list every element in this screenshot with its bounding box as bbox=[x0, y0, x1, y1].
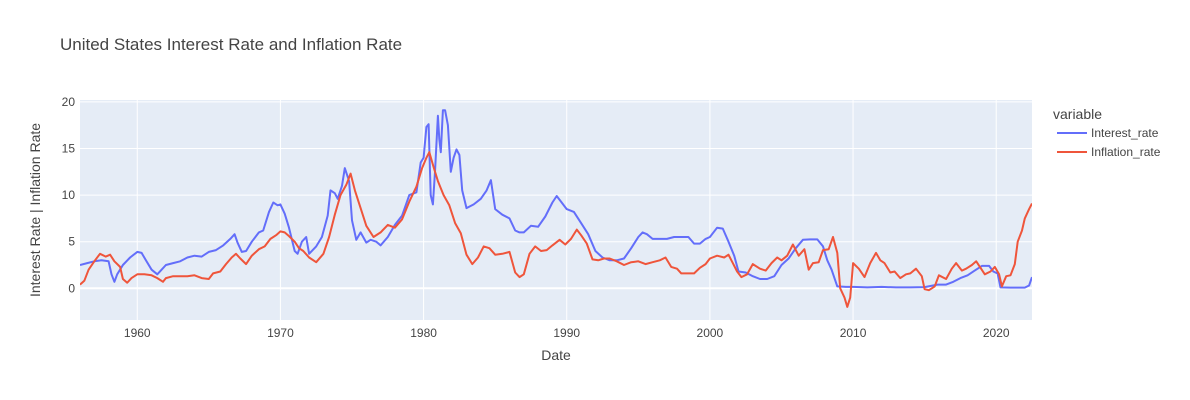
legend-item-label: Interest_rate bbox=[1091, 126, 1159, 140]
x-tick-label: 1960 bbox=[124, 326, 151, 340]
x-tick-label: 2010 bbox=[840, 326, 867, 340]
y-tick-label: 15 bbox=[62, 141, 76, 155]
legend: variable Interest_rate Inflation_rate bbox=[1053, 106, 1161, 159]
x-tick-label: 2020 bbox=[983, 326, 1010, 340]
y-tick-label: 20 bbox=[62, 95, 76, 109]
grid-lines bbox=[80, 100, 1032, 320]
series-line-inflation-rate bbox=[80, 151, 1032, 308]
series-line-interest-rate bbox=[80, 109, 1032, 289]
legend-item-label: Inflation_rate bbox=[1091, 145, 1161, 159]
x-axis-title: Date bbox=[541, 347, 571, 363]
y-tick-labels: 0 5 10 15 20 bbox=[62, 95, 76, 295]
x-tick-labels: 1960 1970 1980 1990 2000 2010 2020 bbox=[124, 326, 1010, 340]
y-tick-label: 10 bbox=[62, 188, 76, 202]
chart-title: United States Interest Rate and Inflatio… bbox=[60, 35, 402, 54]
series-lines bbox=[80, 109, 1032, 308]
y-axis-title: Interest Rate | Inflation Rate bbox=[27, 123, 43, 297]
plot-area bbox=[80, 100, 1032, 320]
x-tick-label: 1980 bbox=[410, 326, 437, 340]
y-tick-label: 0 bbox=[68, 281, 75, 295]
legend-title: variable bbox=[1053, 106, 1102, 122]
x-tick-label: 2000 bbox=[697, 326, 724, 340]
y-tick-label: 5 bbox=[68, 235, 75, 249]
x-tick-label: 1970 bbox=[267, 326, 294, 340]
x-tick-label: 1990 bbox=[553, 326, 580, 340]
